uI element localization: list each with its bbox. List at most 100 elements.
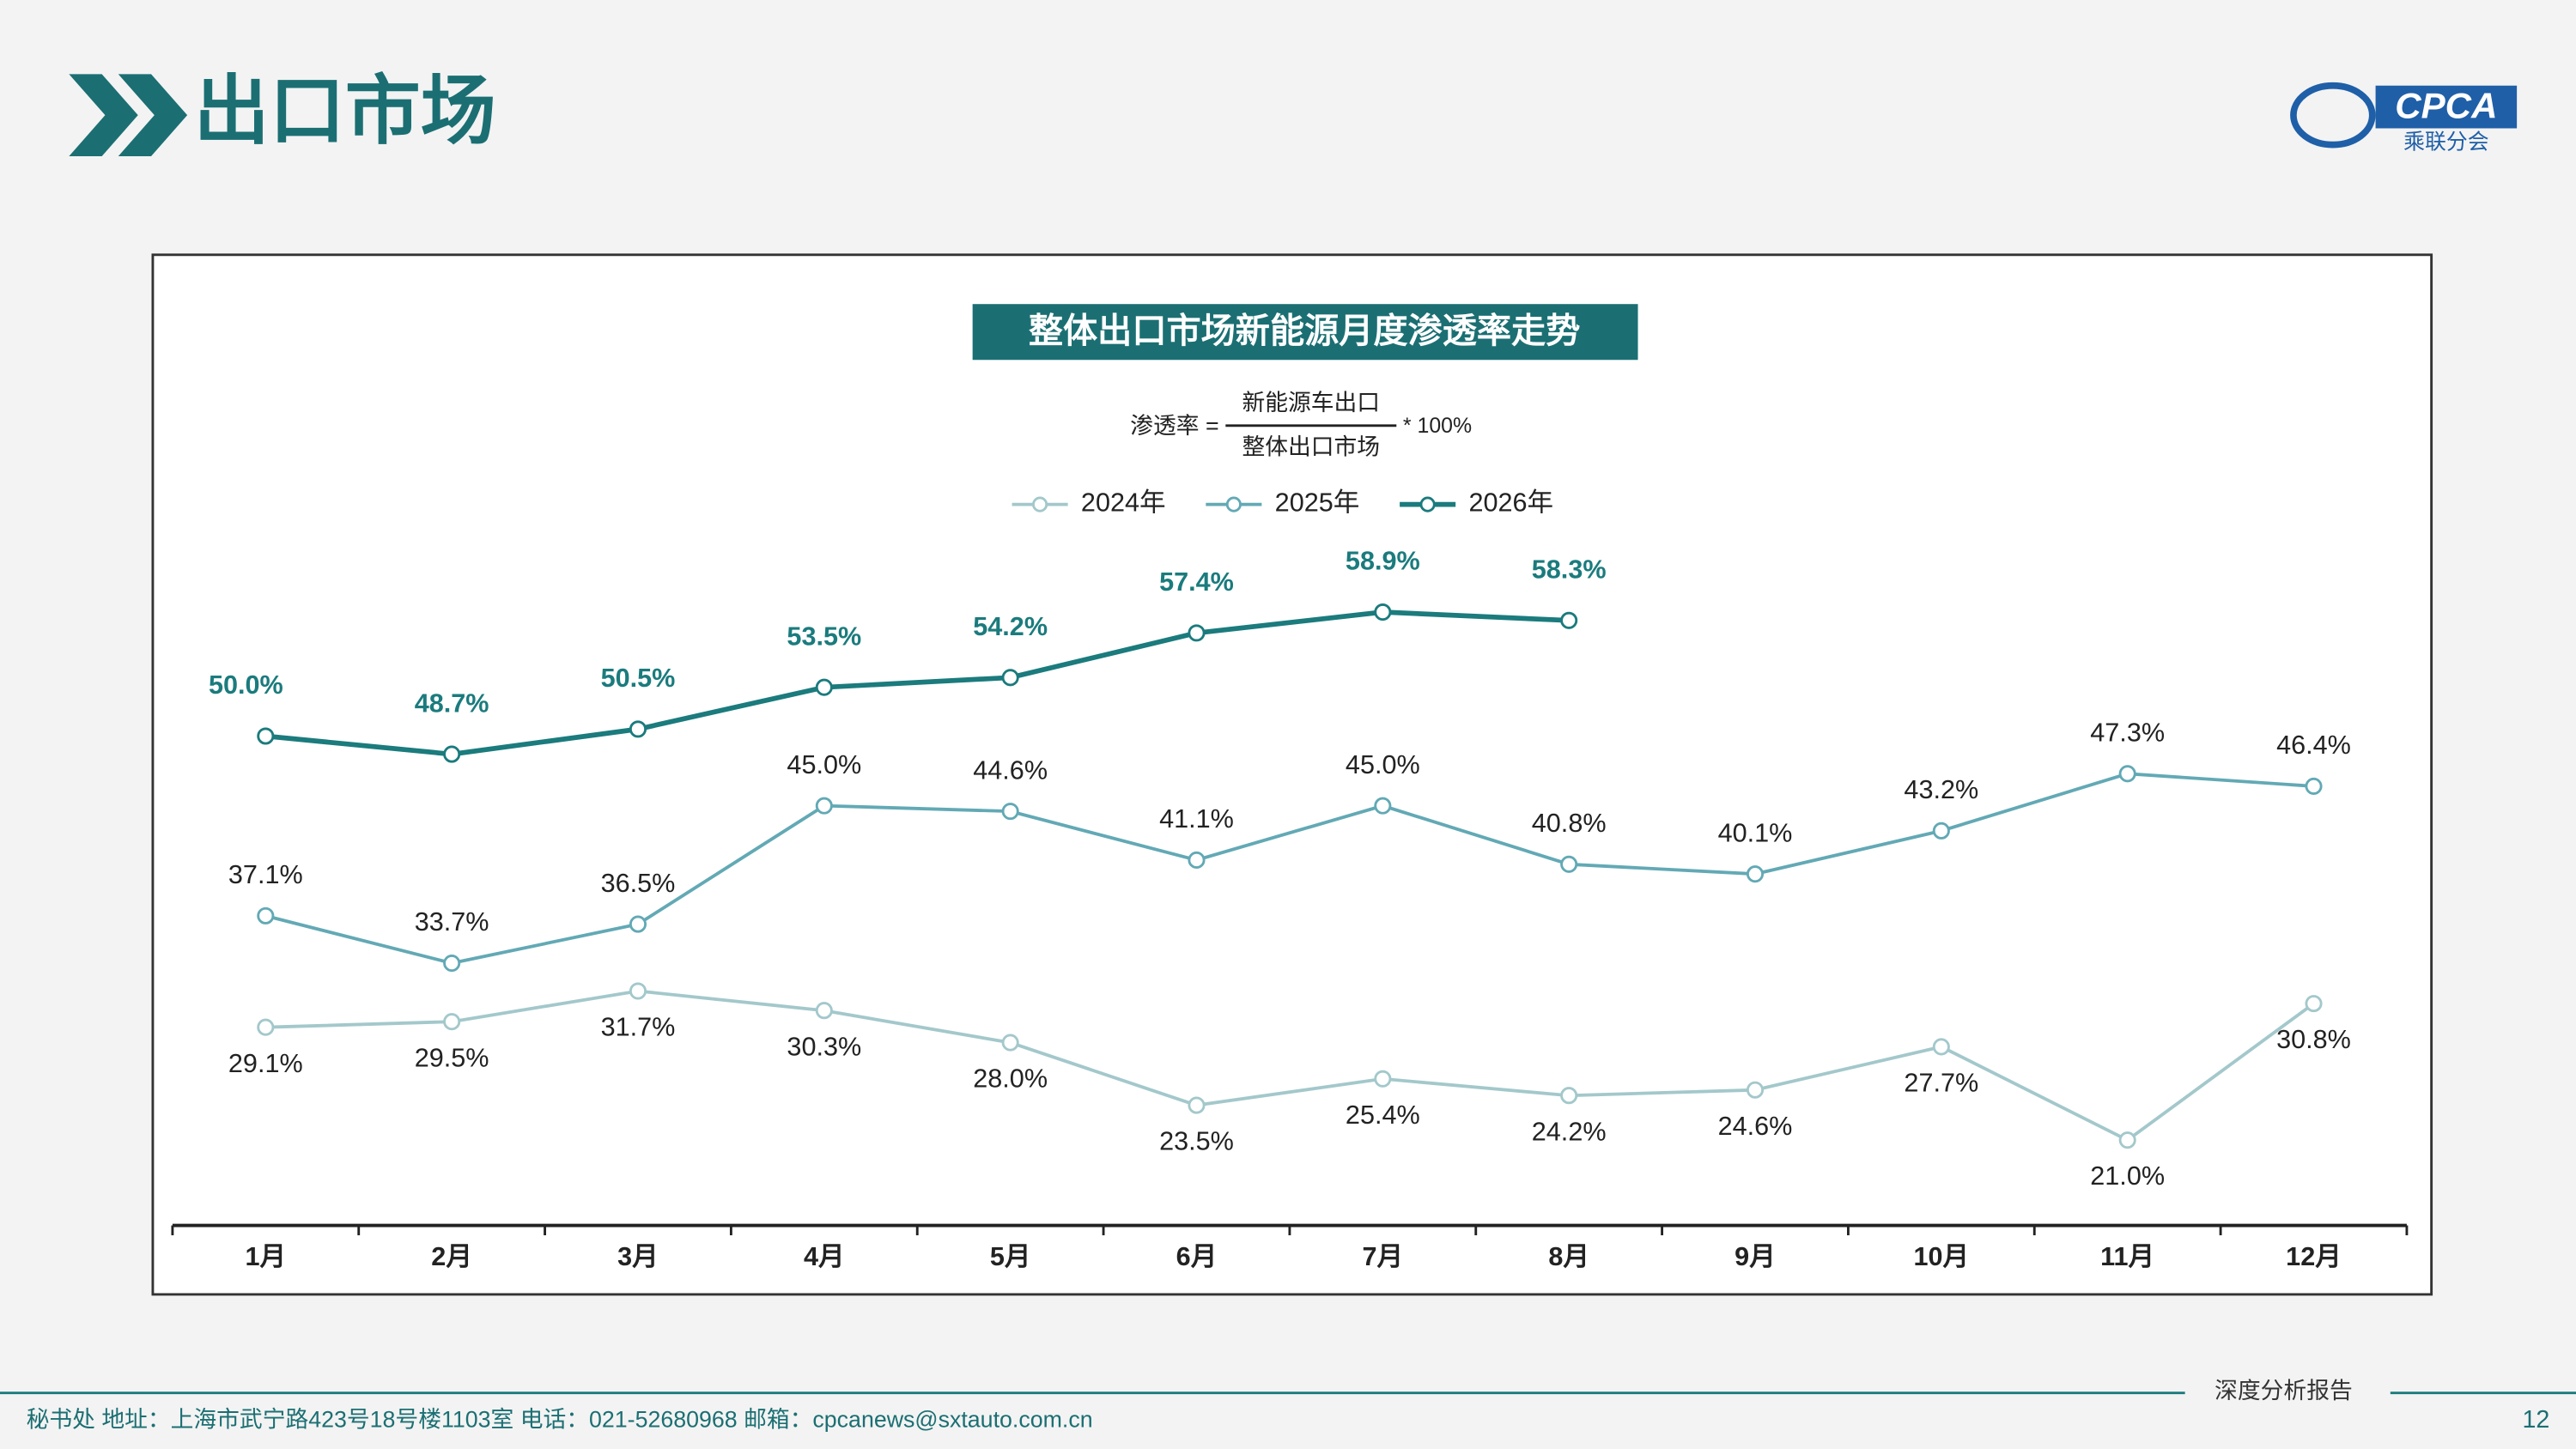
logo-box bbox=[2375, 85, 2518, 129]
data-point bbox=[629, 720, 647, 738]
page-title: 出口市场 bbox=[194, 68, 496, 153]
data-point bbox=[1001, 803, 1019, 821]
data-label: 29.1% bbox=[228, 1049, 303, 1078]
chart-title-box bbox=[972, 304, 1638, 361]
x-tick-label: 12月 bbox=[2286, 1242, 2342, 1271]
series-line bbox=[264, 772, 2314, 966]
chart-frame bbox=[151, 253, 2433, 1296]
data-point bbox=[1001, 669, 1019, 687]
data-label: 24.2% bbox=[1532, 1117, 1607, 1146]
data-label: 33.7% bbox=[415, 907, 489, 937]
legend-label: 2024年 bbox=[1081, 488, 1166, 518]
data-point bbox=[443, 1013, 461, 1031]
legend-marker bbox=[1419, 496, 1436, 512]
data-label: 25.4% bbox=[1346, 1100, 1420, 1130]
data-label: 54.2% bbox=[973, 612, 1048, 641]
x-tick-label: 3月 bbox=[617, 1242, 659, 1271]
data-label: 50.0% bbox=[209, 670, 283, 700]
legend-marker bbox=[1032, 496, 1048, 512]
formula-multiplier: * 100% bbox=[1403, 414, 1472, 438]
x-tick-label: 11月 bbox=[2100, 1242, 2154, 1271]
data-point bbox=[1560, 1087, 1578, 1105]
data-point bbox=[629, 982, 647, 1000]
data-point bbox=[815, 1002, 833, 1020]
data-label: 36.5% bbox=[601, 869, 676, 898]
data-point bbox=[257, 727, 275, 745]
data-label: 21.0% bbox=[2090, 1161, 2165, 1191]
data-label: 53.5% bbox=[787, 621, 861, 651]
chevron bbox=[118, 74, 188, 157]
logo-subtext: 乘联分会 bbox=[2403, 130, 2488, 154]
x-tick-label: 8月 bbox=[1548, 1242, 1589, 1271]
data-point bbox=[2305, 995, 2323, 1013]
x-tick-label: 2月 bbox=[431, 1242, 472, 1271]
data-point bbox=[2118, 1131, 2136, 1149]
x-tick-label: 6月 bbox=[1176, 1242, 1218, 1271]
data-label: 46.4% bbox=[2276, 731, 2351, 760]
data-point bbox=[629, 915, 647, 933]
data-point bbox=[1188, 1096, 1206, 1114]
data-label: 50.5% bbox=[601, 664, 676, 693]
series-line bbox=[265, 989, 2315, 1143]
data-point bbox=[2305, 777, 2323, 795]
data-label: 30.8% bbox=[2276, 1025, 2351, 1054]
data-point bbox=[257, 906, 275, 925]
chevron bbox=[69, 74, 138, 157]
x-tick-label: 10月 bbox=[1914, 1242, 1970, 1271]
data-point bbox=[443, 954, 461, 973]
footer-contact: 秘书处 地址：上海市武宁路423号18号楼1103室 电话：021-526809… bbox=[27, 1406, 1093, 1432]
data-point bbox=[1560, 855, 1578, 873]
data-label: 24.6% bbox=[1718, 1112, 1793, 1141]
formula-lhs: 渗透率 = bbox=[1130, 413, 1218, 439]
data-label: 37.1% bbox=[228, 860, 303, 889]
data-label: 27.7% bbox=[1904, 1069, 1978, 1098]
data-label: 48.7% bbox=[415, 688, 489, 718]
data-point bbox=[1188, 624, 1206, 642]
data-point bbox=[2118, 765, 2136, 783]
formula-numerator: 新能源车出口 bbox=[1242, 390, 1380, 415]
legend-label: 2025年 bbox=[1275, 488, 1360, 518]
data-label: 31.7% bbox=[601, 1013, 676, 1042]
data-point bbox=[443, 745, 461, 763]
page-number: 12 bbox=[2522, 1406, 2549, 1434]
data-label: 41.1% bbox=[1159, 804, 1234, 834]
series-line bbox=[265, 609, 1570, 757]
data-point bbox=[1374, 797, 1392, 815]
data-label: 40.1% bbox=[1718, 818, 1793, 847]
x-tick-label: 1月 bbox=[245, 1242, 286, 1271]
formula-denominator: 整体出口市场 bbox=[1242, 434, 1380, 460]
data-label: 47.3% bbox=[2090, 718, 2165, 747]
data-label: 58.3% bbox=[1532, 555, 1607, 584]
data-point bbox=[815, 678, 833, 696]
x-tick-label: 5月 bbox=[990, 1242, 1031, 1271]
data-point bbox=[257, 1018, 275, 1036]
report-label: 深度分析报告 bbox=[2215, 1378, 2353, 1404]
logo-ring bbox=[2290, 82, 2376, 149]
data-point bbox=[1001, 1034, 1019, 1052]
data-point bbox=[1560, 611, 1578, 629]
data-label: 40.8% bbox=[1532, 809, 1607, 838]
data-label: 58.9% bbox=[1346, 547, 1420, 576]
data-point bbox=[1746, 865, 1765, 883]
legend-marker bbox=[1225, 496, 1242, 512]
logo-text: CPCA bbox=[2395, 86, 2497, 126]
data-label: 30.3% bbox=[787, 1032, 861, 1061]
data-label: 45.0% bbox=[787, 750, 861, 779]
x-tick-label: 9月 bbox=[1735, 1242, 1776, 1271]
data-point bbox=[1932, 822, 1950, 840]
data-label: 28.0% bbox=[973, 1064, 1048, 1094]
data-point bbox=[1932, 1038, 1950, 1056]
chart-title: 整体出口市场新能源月度渗透率走势 bbox=[1029, 312, 1581, 350]
data-label: 29.5% bbox=[415, 1043, 489, 1072]
data-label: 45.0% bbox=[1346, 750, 1420, 779]
data-label: 44.6% bbox=[973, 755, 1048, 785]
data-label: 43.2% bbox=[1904, 775, 1978, 804]
x-tick-label: 4月 bbox=[804, 1242, 845, 1271]
data-point bbox=[815, 797, 833, 815]
data-label: 57.4% bbox=[1159, 567, 1234, 597]
data-point bbox=[1374, 1070, 1392, 1088]
data-point bbox=[1746, 1081, 1765, 1099]
data-point bbox=[1188, 851, 1206, 869]
legend-label: 2026年 bbox=[1468, 488, 1553, 518]
